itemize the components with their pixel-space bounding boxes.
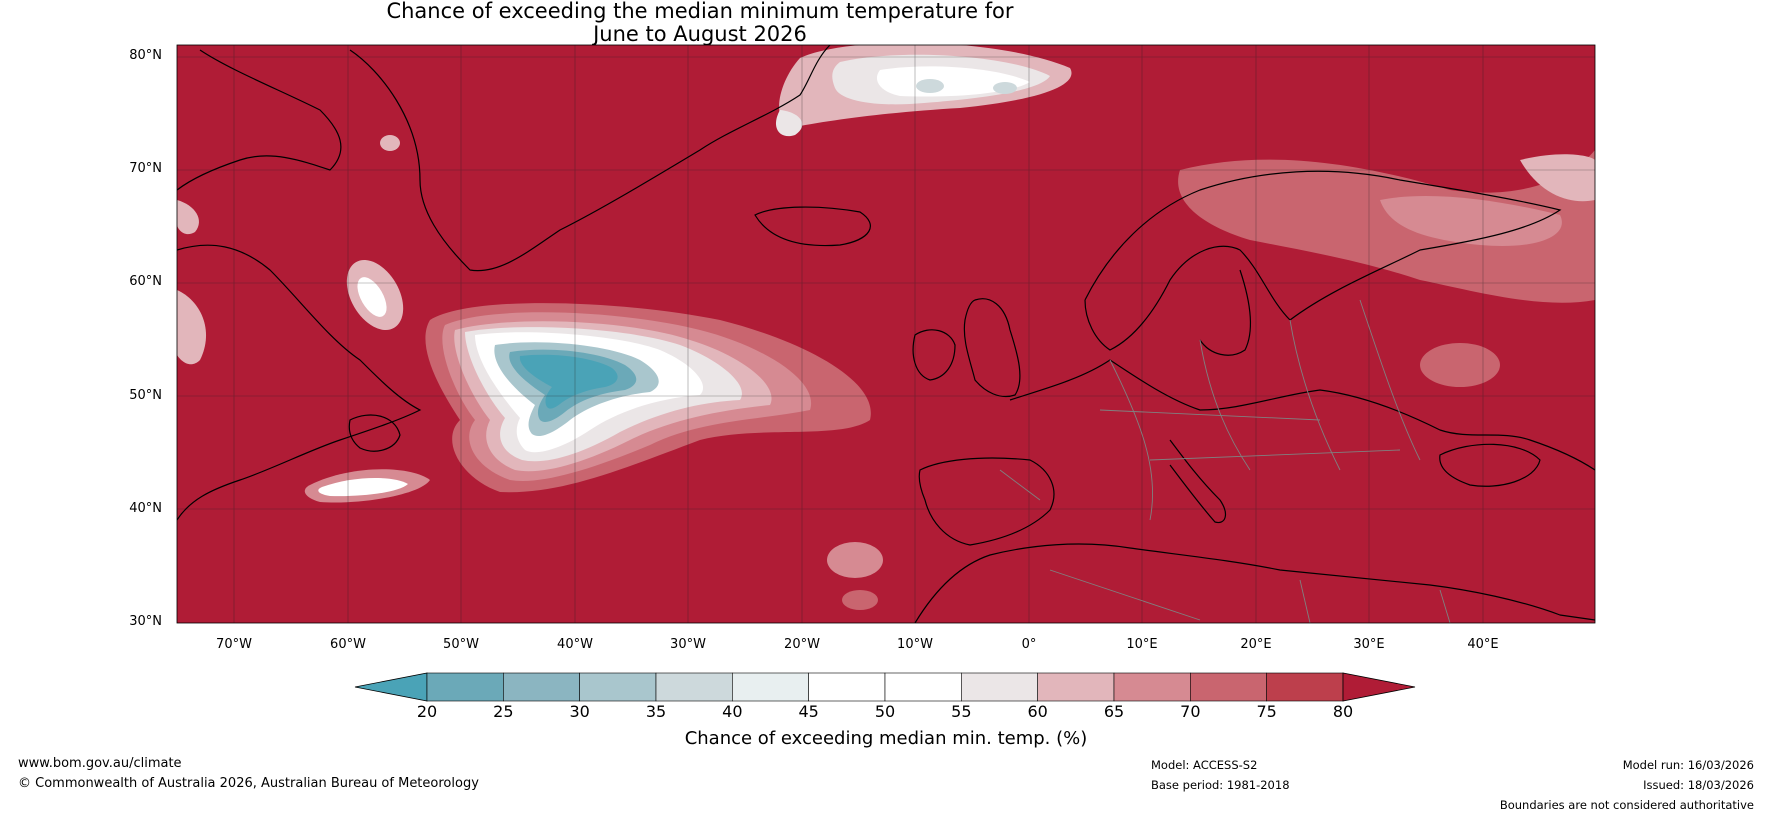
canada-arctic-coast bbox=[177, 49, 342, 191]
africa-patch bbox=[842, 590, 878, 610]
baffin-patch bbox=[380, 135, 400, 151]
colorbar-swatch bbox=[1037, 672, 1115, 702]
footer-url[interactable]: www.bom.gov.au/climate bbox=[18, 756, 182, 771]
colorbar-tick-label: 25 bbox=[493, 702, 514, 721]
lon-label-50w: 50°W bbox=[443, 637, 479, 652]
colorbar bbox=[354, 672, 1416, 702]
africa-coast bbox=[914, 543, 1595, 623]
scandinavia-coast bbox=[1084, 170, 1562, 351]
footer-issued: Issued: 18/03/2026 bbox=[1643, 778, 1754, 792]
lon-label-20e: 20°E bbox=[1240, 637, 1272, 652]
lon-label-40e: 40°E bbox=[1467, 637, 1499, 652]
lat-label-60n: 60°N bbox=[129, 274, 162, 289]
colorbar-swatch bbox=[426, 672, 504, 702]
colorbar-swatch bbox=[732, 672, 809, 702]
colorbar-swatch bbox=[579, 672, 657, 702]
map-title-line-2: June to August 2026 bbox=[593, 22, 807, 46]
arctic-russia-anomaly bbox=[1178, 150, 1595, 387]
colorbar-max-extend bbox=[1342, 672, 1416, 702]
black-sea-coast bbox=[1439, 443, 1541, 487]
colorbar-swatch bbox=[1266, 672, 1344, 702]
north-atlantic-anomaly bbox=[425, 303, 871, 493]
lon-label-30e: 30°E bbox=[1353, 637, 1385, 652]
colorbar-swatch bbox=[655, 672, 733, 702]
colorbar-tick-label: 40 bbox=[722, 702, 743, 721]
colorbar-swatch bbox=[884, 672, 962, 702]
lat-label-50n: 50°N bbox=[129, 388, 162, 403]
colorbar-swatch bbox=[1190, 672, 1267, 702]
lon-label-40w: 40°W bbox=[557, 637, 593, 652]
colorbar-tick-label: 75 bbox=[1256, 702, 1277, 721]
graticule bbox=[177, 45, 1595, 623]
colorbar-tick-label: 20 bbox=[416, 702, 438, 721]
colorbar-swatch bbox=[1113, 672, 1191, 702]
colorbar-tick-label: 55 bbox=[951, 702, 972, 721]
colorbar-tick-label: 60 bbox=[1027, 702, 1048, 721]
lat-label-70n: 70°N bbox=[129, 161, 162, 176]
labrador-patches bbox=[177, 200, 430, 503]
colorbar-swatch bbox=[503, 672, 580, 702]
baltic-coast bbox=[1199, 269, 1252, 356]
coastlines bbox=[177, 45, 1595, 623]
italy-coast bbox=[1169, 439, 1227, 524]
map-title-line-1: Chance of exceeding the median minimum t… bbox=[386, 0, 1014, 23]
colorbar-tick-label: 50 bbox=[874, 702, 896, 721]
lon-label-10w: 10°W bbox=[897, 637, 933, 652]
background-field bbox=[177, 45, 1595, 623]
britain-coast bbox=[963, 298, 1021, 398]
ireland-coast bbox=[912, 329, 956, 381]
greenland-coast bbox=[349, 45, 831, 272]
map-frame bbox=[176, 44, 1596, 624]
colorbar-swatch bbox=[961, 672, 1038, 702]
footer-base-period: Base period: 1981-2018 bbox=[1151, 778, 1290, 792]
colorbar-tick-label: 65 bbox=[1103, 702, 1125, 721]
colorbar-swatch bbox=[808, 672, 886, 702]
footer-model: Model: ACCESS-S2 bbox=[1151, 758, 1258, 772]
colorbar-tick-label: 45 bbox=[798, 702, 819, 721]
map-field bbox=[177, 45, 1595, 623]
labrador-coast bbox=[177, 244, 422, 521]
greenland-sea-anomaly bbox=[775, 45, 1072, 137]
country-borders bbox=[999, 299, 1451, 623]
lon-label-10e: 10°E bbox=[1126, 637, 1158, 652]
lon-label-30w: 30°W bbox=[670, 637, 706, 652]
canary-patch bbox=[827, 542, 883, 578]
colorbar-title: Chance of exceeding median min. temp. (%… bbox=[684, 728, 1088, 749]
colorbar-tick-label: 80 bbox=[1332, 702, 1354, 721]
lat-label-80n: 80°N bbox=[129, 48, 162, 63]
colorbar-tick-label: 70 bbox=[1180, 702, 1201, 721]
lon-label-20w: 20°W bbox=[784, 637, 820, 652]
colorbar-min-extend bbox=[354, 672, 428, 702]
lat-label-30n: 30°N bbox=[129, 614, 162, 629]
lon-label-0: 0° bbox=[1021, 637, 1037, 652]
colorbar-tick-label: 30 bbox=[569, 702, 590, 721]
iceland-coast bbox=[754, 206, 871, 247]
iberia-coast bbox=[918, 457, 1055, 546]
lon-label-60w: 60°W bbox=[330, 637, 366, 652]
newfoundland-coast bbox=[348, 414, 401, 452]
lon-label-70w: 70°W bbox=[216, 637, 252, 652]
lat-label-40n: 40°N bbox=[129, 501, 162, 516]
footer-model-run: Model run: 16/03/2026 bbox=[1622, 758, 1754, 772]
colorbar-tick-label: 35 bbox=[645, 702, 667, 721]
footer-copyright: © Commonwealth of Australia 2026, Austra… bbox=[18, 776, 479, 791]
footer-disclaimer: Boundaries are not considered authoritat… bbox=[1499, 798, 1754, 812]
